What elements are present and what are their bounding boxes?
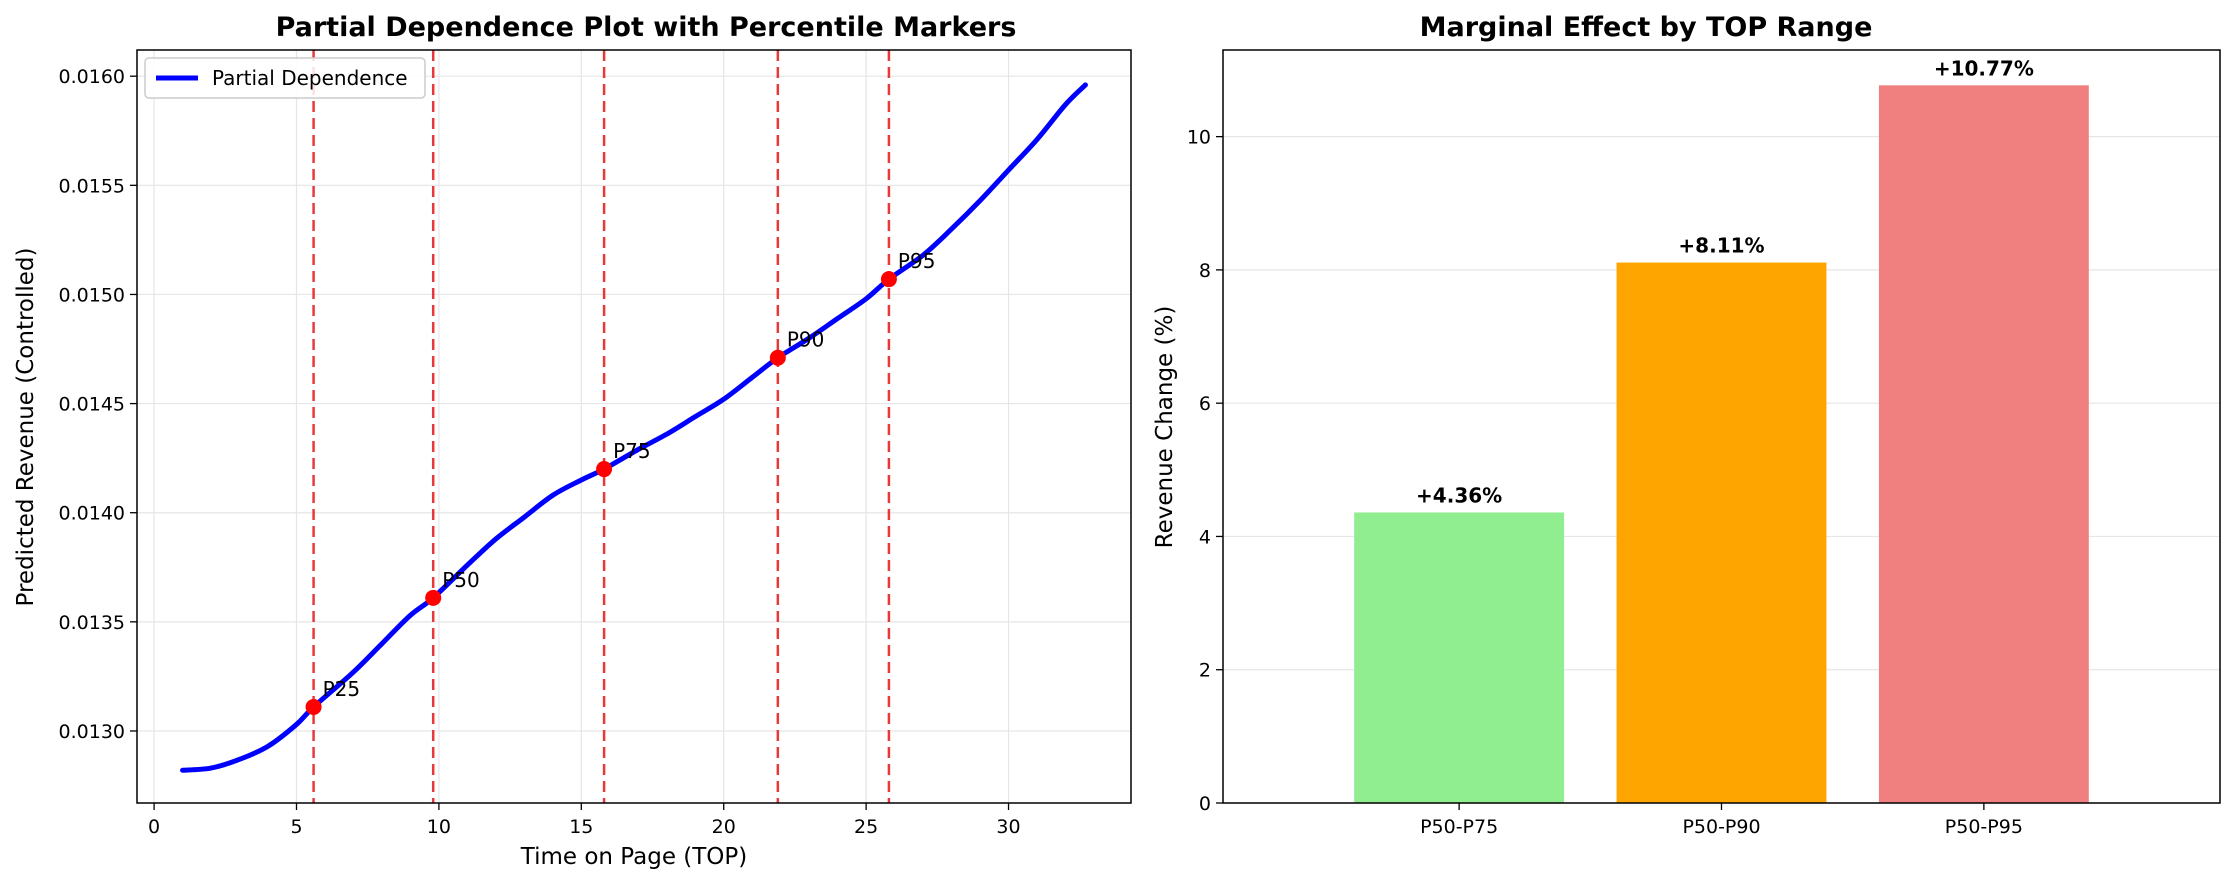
bar-value-label: +10.77% xyxy=(1934,56,2034,80)
percentile-marker-p75 xyxy=(596,461,613,478)
left-x-axis-label: Time on Page (TOP) xyxy=(520,844,748,870)
percentile-markers: P25 P50 P75 P90 P95 xyxy=(305,249,936,715)
right-chart-title: Marginal Effect by TOP Range xyxy=(1420,12,1873,43)
right-y-axis-label: Revenue Change (%) xyxy=(1152,306,1178,549)
left-axis-ticks: 0 5 10 15 20 25 30 0.0130 0.0135 0.0140 0.0145 0.01… xyxy=(59,66,1021,838)
x-tick-label: 10 xyxy=(427,816,451,838)
bars: +4.36% +8.11% +10.77% xyxy=(1354,56,2089,804)
right-axis-ticks: 0 2 4 6 8 10 P50-P75 P50-P90 P50-P95 xyxy=(1187,127,2023,838)
y-tick-label: 10 xyxy=(1187,127,1211,149)
percentile-marker-p50 xyxy=(425,589,442,606)
bar-p50-p95 xyxy=(1878,85,2089,804)
left-axes-frame xyxy=(136,49,1132,804)
left-chart-title: Partial Dependence Plot with Percentile … xyxy=(276,12,1017,43)
percentile-marker-p95 xyxy=(880,271,897,288)
y-tick-label: 2 xyxy=(1199,660,1211,682)
x-tick-label: 5 xyxy=(290,816,302,838)
percentile-marker-p90 xyxy=(769,349,786,366)
x-tick-label: 20 xyxy=(712,816,736,838)
y-tick-label: 0.0145 xyxy=(59,394,125,416)
y-tick-label: 6 xyxy=(1199,393,1211,415)
legend-box xyxy=(144,57,426,99)
y-tick-label: 0.0130 xyxy=(59,721,125,743)
percentile-marker-p25 xyxy=(305,698,322,715)
percentile-label-p50: P50 xyxy=(442,568,480,592)
y-tick-label: 0 xyxy=(1199,793,1211,815)
x-tick-label: P50-P95 xyxy=(1945,816,2023,838)
y-tick-label: 4 xyxy=(1199,526,1211,548)
x-tick-label: 25 xyxy=(854,816,878,838)
bar-p50-p90 xyxy=(1616,262,1827,803)
y-tick-label: 8 xyxy=(1199,260,1211,282)
right-axes-frame xyxy=(1222,49,2221,804)
y-tick-label: 0.0140 xyxy=(59,503,125,525)
x-tick-label: P50-P90 xyxy=(1682,816,1760,838)
percentile-label-p90: P90 xyxy=(787,328,825,352)
x-tick-label: 30 xyxy=(996,816,1020,838)
percentile-label-p75: P75 xyxy=(613,439,651,463)
legend: Partial Dependence xyxy=(144,57,426,99)
bar-value-label: +8.11% xyxy=(1678,234,1764,258)
y-tick-label: 0.0155 xyxy=(59,175,125,197)
y-tick-label: 0.0160 xyxy=(59,66,125,88)
bar-value-label: +4.36% xyxy=(1416,483,1502,507)
bar-p50-p75 xyxy=(1354,512,1565,803)
partial-dependence-panel: Partial Dependence Plot with Percentile … xyxy=(13,12,1132,870)
x-tick-label: 0 xyxy=(148,816,160,838)
partial-dependence-line xyxy=(180,82,1088,773)
y-tick-label: 0.0135 xyxy=(59,612,125,634)
legend-entry: Partial Dependence xyxy=(212,66,408,90)
marginal-effect-panel: Marginal Effect by TOP Range +4.36% +8.11… xyxy=(1152,12,2221,838)
y-tick-label: 0.0150 xyxy=(59,284,125,306)
left-y-axis-label: Predicted Revenue (Controlled) xyxy=(13,248,39,607)
percentile-label-p25: P25 xyxy=(323,677,361,701)
left-grid xyxy=(137,50,1131,803)
percentile-lines xyxy=(312,50,891,803)
x-tick-label: 15 xyxy=(569,816,593,838)
percentile-label-p95: P95 xyxy=(898,249,936,273)
x-tick-label: P50-P75 xyxy=(1420,816,1498,838)
